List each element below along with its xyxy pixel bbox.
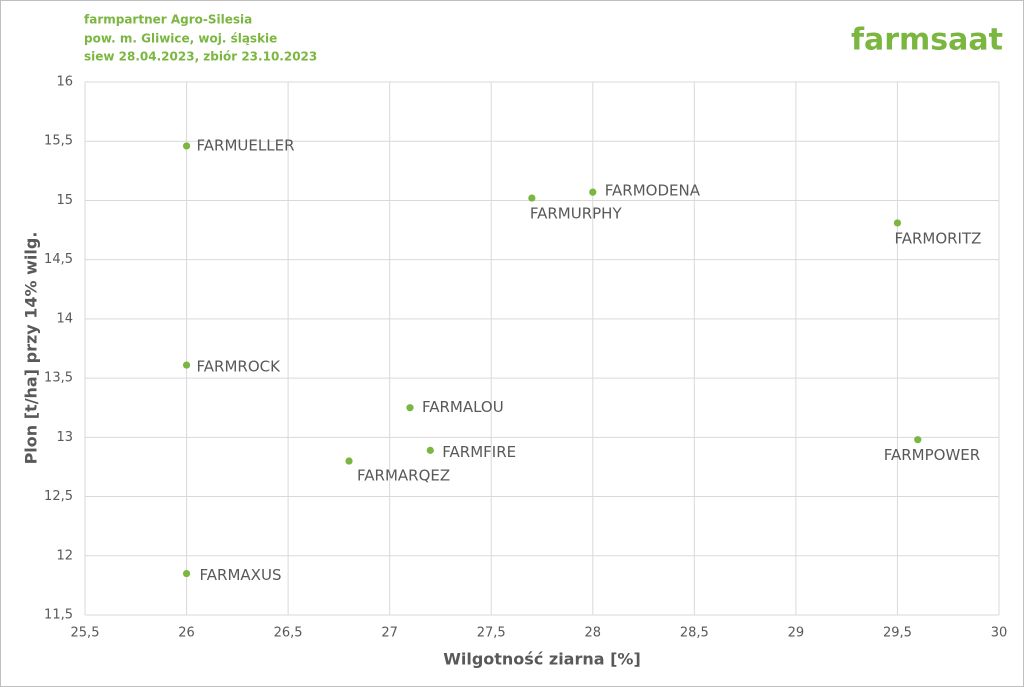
x-tick-label: 27 <box>381 626 398 641</box>
x-axis-title: Wilgotność ziarna [%] <box>443 650 641 669</box>
y-tick-label: 13 <box>56 430 73 445</box>
point-label: FARMPOWER <box>884 446 980 464</box>
x-tick-label: 29,5 <box>883 626 912 641</box>
y-tick-label: 14,5 <box>44 252 73 267</box>
header-line: farmpartner Agro-Silesia <box>84 13 252 27</box>
x-tick-label: 30 <box>991 626 1008 641</box>
y-tick-label: 13,5 <box>44 371 73 386</box>
y-tick-label: 14 <box>56 311 73 326</box>
x-tick-label: 28 <box>585 626 602 641</box>
brand-logo: farmsaat <box>851 23 1003 58</box>
y-tick-label: 12,5 <box>44 489 73 504</box>
data-point <box>182 569 191 578</box>
point-label: FARMUELLER <box>197 136 295 154</box>
data-point <box>345 457 353 465</box>
x-tick-label: 27,5 <box>477 626 506 641</box>
data-point <box>406 404 414 412</box>
y-tick-label: 12 <box>56 548 73 563</box>
data-point <box>182 361 191 369</box>
point-label: FARMFIRE <box>442 443 516 461</box>
data-point <box>182 142 191 150</box>
y-tick-label: 15 <box>56 193 73 208</box>
point-label: FARMARQEZ <box>357 467 450 485</box>
point-label: FARMODENA <box>605 182 701 200</box>
point-label: FARMURPHY <box>530 205 623 223</box>
point-label: FARMAXUS <box>200 566 282 584</box>
x-tick-label: 26 <box>178 626 195 641</box>
data-point <box>589 188 597 196</box>
y-tick-label: 15,5 <box>44 134 73 149</box>
header-line: siew 28.04.2023, zbiór 23.10.2023 <box>84 50 317 64</box>
x-tick-label: 26,5 <box>274 626 303 641</box>
data-point <box>528 194 536 202</box>
header-line: pow. m. Gliwice, woj. śląskie <box>84 32 277 46</box>
x-tick-label: 28,5 <box>680 626 709 641</box>
data-point <box>426 446 434 454</box>
point-label: FARMALOU <box>422 398 504 416</box>
x-tick-label: 25,5 <box>71 626 100 641</box>
point-label: FARMROCK <box>197 358 282 376</box>
y-axis-title: Plon [t/ha] przy 14% wilg. <box>22 232 41 465</box>
data-point <box>914 436 922 444</box>
y-tick-label: 16 <box>56 75 73 90</box>
y-tick-label: 11,5 <box>44 608 73 623</box>
data-point <box>893 219 902 227</box>
point-label: FARMORITZ <box>894 229 981 247</box>
x-tick-label: 29 <box>788 626 805 641</box>
